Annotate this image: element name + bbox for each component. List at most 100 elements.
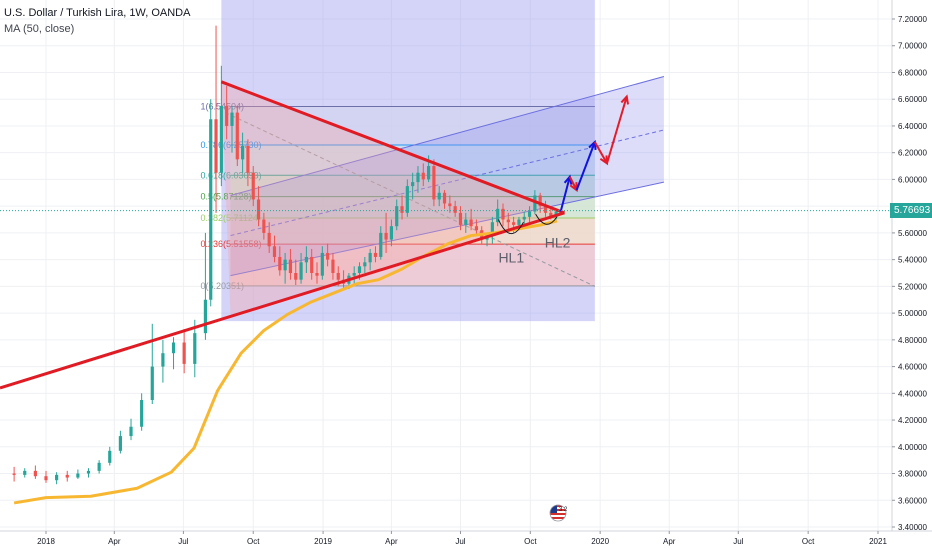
- x-tick-label: Oct: [524, 537, 537, 546]
- candle-body: [458, 212, 463, 225]
- candle-body: [150, 366, 154, 400]
- candle-body: [278, 256, 282, 271]
- candle-body: [315, 273, 319, 276]
- y-tick-label: 3.80000: [898, 470, 927, 479]
- candle-body: [326, 252, 330, 260]
- candle-body: [267, 232, 271, 247]
- candle-body: [225, 105, 229, 126]
- candle-body: [389, 226, 393, 240]
- fib-level-label: 0.236(5.51558): [200, 239, 261, 249]
- candle-body: [490, 222, 494, 236]
- candle-body: [549, 212, 553, 217]
- hl2-arc: [535, 213, 558, 225]
- y-tick-label: 6.00000: [898, 175, 927, 184]
- candle-body: [405, 186, 409, 213]
- candle-body: [235, 112, 239, 160]
- channel-line: [230, 181, 665, 277]
- price-axis: [892, 0, 932, 550]
- candle-body: [65, 474, 69, 478]
- candle-body: [171, 342, 176, 354]
- y-tick-label: 6.80000: [898, 68, 927, 77]
- candle-body: [416, 172, 420, 183]
- x-tick-label: 2021: [869, 537, 887, 546]
- candle-body: [161, 353, 165, 367]
- last-price-badge: 5.76693: [890, 203, 932, 218]
- drawing-layer-back: 0(5.20351) 0.236(5.51558) 0.382(5.71124) 0.…: [200, 0, 665, 322]
- candle-body: [522, 216, 526, 220]
- channel-line: [230, 76, 665, 196]
- candle-body: [538, 195, 542, 207]
- candle-body: [256, 199, 261, 220]
- candle-body: [379, 232, 383, 257]
- candle-body: [182, 342, 186, 364]
- drawing-layer-front: HL1 HL2: [0, 80, 892, 390]
- candle-body: [76, 473, 80, 478]
- y-tick-label: 4.20000: [898, 416, 927, 425]
- candle-body: [214, 119, 218, 173]
- y-tick-label: 3.40000: [898, 523, 927, 532]
- candle-body: [421, 172, 425, 180]
- candle-body: [294, 273, 298, 280]
- candle-body: [437, 192, 441, 200]
- x-tick-label: 2020: [591, 537, 609, 546]
- candle-body: [384, 232, 388, 240]
- x-tick-label: 2019: [314, 537, 332, 546]
- candle-body: [304, 256, 308, 263]
- x-tick-label: Apr: [663, 537, 676, 546]
- candle-body: [251, 172, 255, 200]
- candle-body: [533, 195, 537, 212]
- y-tick-label: 5.40000: [898, 256, 927, 265]
- candle-body: [363, 262, 367, 267]
- candle-body: [193, 333, 197, 364]
- projection-arrow: [568, 176, 578, 191]
- candle-body: [427, 166, 431, 180]
- candle-body: [299, 262, 303, 280]
- fib-level-label: 0.382(5.71124): [200, 213, 260, 223]
- candle-body: [55, 474, 59, 481]
- symbol-title[interactable]: U.S. Dollar / Turkish Lira, 1W, OANDA: [4, 7, 191, 19]
- candle-body: [129, 426, 133, 437]
- us-flag-icon[interactable]: 3 2: [548, 503, 568, 523]
- indicator-label[interactable]: MA (50, close): [4, 23, 75, 35]
- hl1-arc: [497, 219, 524, 235]
- candle-body: [203, 299, 208, 334]
- fib-level-label: 0.786(6.25730): [200, 140, 261, 150]
- x-tick-label: Jul: [455, 537, 465, 546]
- candle-body: [453, 206, 457, 213]
- candle-body: [108, 450, 112, 463]
- candle-body: [97, 462, 101, 471]
- y-tick-label: 6.40000: [898, 122, 927, 131]
- candle-body: [464, 219, 468, 225]
- candle-body: [44, 476, 48, 481]
- hl2-label: HL2: [545, 235, 571, 251]
- rising-channel: [230, 76, 664, 276]
- x-tick-label: Apr: [385, 537, 398, 546]
- candle-body: [501, 208, 505, 220]
- flag-count-label: 3 2: [559, 507, 568, 513]
- arrow-head: [620, 94, 630, 105]
- y-tick-label: 6.60000: [898, 95, 927, 104]
- time-axis: [0, 531, 932, 550]
- y-tick-label: 4.80000: [898, 336, 927, 345]
- x-tick-label: Oct: [247, 537, 260, 546]
- candle-body: [86, 470, 91, 474]
- y-tick-label: 4.60000: [898, 363, 927, 372]
- y-tick-label: 7.20000: [898, 15, 927, 24]
- descending-trendline: [220, 80, 566, 215]
- candle-body: [357, 266, 362, 273]
- candle-body: [400, 206, 404, 213]
- x-tick-label: 2018: [37, 537, 55, 546]
- candle-body: [140, 400, 144, 427]
- ma-layer: [13, 219, 558, 505]
- candle-body: [469, 219, 473, 227]
- candle-body: [230, 112, 234, 126]
- x-tick-label: Jul: [178, 537, 188, 546]
- triangle-pattern: [221, 81, 565, 315]
- candle-body: [262, 219, 266, 233]
- candle-body: [496, 208, 500, 223]
- candle-body: [411, 182, 415, 187]
- candle-body: [527, 211, 532, 217]
- candle-body: [432, 166, 436, 200]
